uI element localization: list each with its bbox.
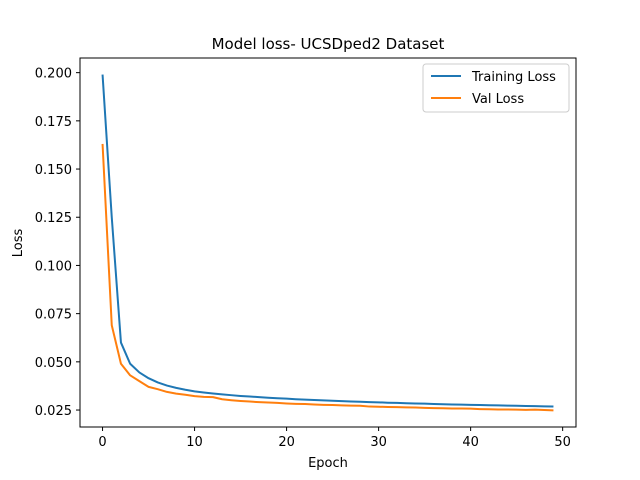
legend-label-val-loss: Val Loss [472, 92, 524, 107]
y-tick-label: 0.125 [35, 211, 72, 226]
series-line-val-loss [101, 143, 554, 412]
plot-area-frame [79, 57, 577, 428]
series-lines [101, 74, 554, 412]
x-tick-label: 0 [98, 435, 106, 450]
y-tick-label: 0.100 [35, 259, 72, 274]
x-tick-label: 30 [370, 435, 387, 450]
y-axis: 0.025 0.050 0.075 0.100 0.125 0.150 0.175 0.200 [35, 67, 80, 419]
x-axis: 0 10 20 30 40 50 [98, 427, 571, 450]
y-tick-label: 0.075 [35, 308, 72, 323]
series-line-training-loss [101, 74, 554, 408]
x-tick-label: 50 [554, 435, 571, 450]
y-tick-label: 0.175 [35, 115, 72, 130]
x-axis-label: Epoch [308, 456, 348, 471]
y-tick-label: 0.150 [35, 163, 72, 178]
y-tick-label: 0.200 [35, 67, 72, 82]
legend-label-training-loss: Training Loss [471, 70, 556, 85]
x-tick-label: 40 [462, 435, 479, 450]
legend: Training Loss Val Loss [422, 63, 570, 113]
x-tick-label: 10 [186, 435, 203, 450]
x-tick-label: 20 [278, 435, 295, 450]
y-tick-label: 0.025 [35, 404, 72, 419]
y-axis-label: Loss [11, 229, 26, 258]
chart-title: Model loss- UCSDped2 Dataset [212, 35, 445, 53]
y-tick-label: 0.050 [35, 356, 72, 371]
